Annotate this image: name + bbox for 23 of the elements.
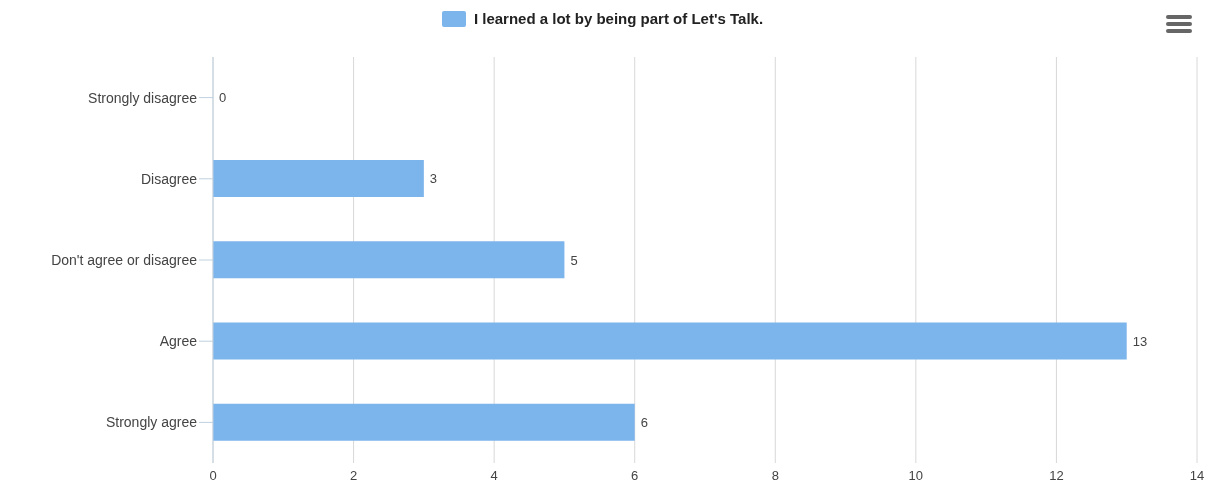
y-tick-label: Strongly disagree	[88, 89, 198, 106]
y-tick-label: Disagree	[140, 170, 198, 187]
legend-label: I learned a lot by being part of Let's Talk.	[472, 10, 764, 27]
data-label: 6	[640, 414, 648, 430]
y-tick-label: Agree	[159, 333, 198, 350]
x-tick-label: 14	[1189, 468, 1205, 484]
y-tick-label: Don't agree or disagree	[51, 251, 198, 268]
x-tick-label: 4	[490, 468, 498, 484]
data-label: 13	[1132, 333, 1148, 349]
x-tick-label: 2	[349, 468, 358, 484]
bar	[213, 403, 635, 441]
data-label: 5	[570, 252, 578, 268]
bar	[213, 241, 565, 279]
data-label: 0	[219, 90, 227, 106]
data-label: 3	[429, 171, 438, 187]
x-tick-label: 10	[908, 468, 924, 484]
x-tick-label: 6	[631, 468, 639, 484]
bar	[213, 322, 1127, 360]
x-tick-label: 0	[209, 468, 217, 484]
x-tick-label: 8	[771, 468, 779, 484]
y-tick-label: Strongly agree	[105, 414, 198, 431]
x-tick-label: 12	[1049, 468, 1064, 484]
bar	[213, 160, 424, 198]
